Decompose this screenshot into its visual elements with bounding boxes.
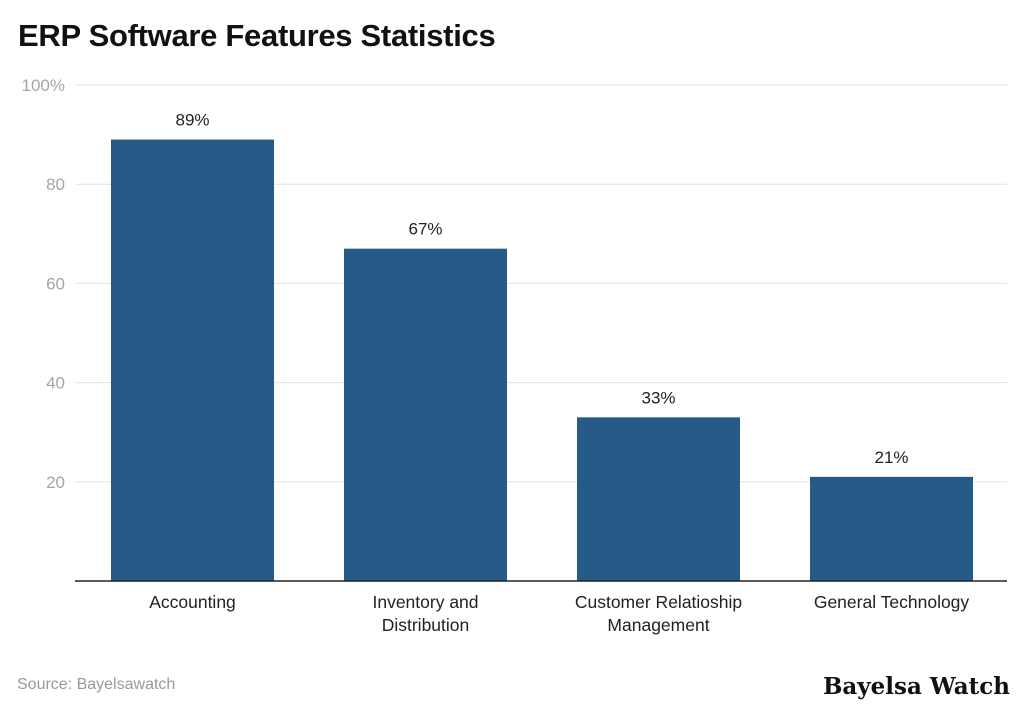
x-tick-label: Customer Relatioship: [575, 592, 742, 612]
y-tick-label: 80: [46, 175, 65, 194]
bar: [111, 139, 274, 581]
source-note: Source: Bayelsawatch: [17, 676, 176, 693]
y-tick-label: 60: [46, 274, 65, 293]
y-tick-label: 20: [46, 473, 65, 492]
y-tick-label: 100%: [22, 76, 65, 95]
x-tick-label: Accounting: [149, 592, 236, 612]
bar: [810, 476, 973, 581]
data-label: 67%: [408, 220, 442, 239]
brand-logo: Bayelsa Watch: [822, 673, 1010, 700]
x-tick-label: Management: [607, 615, 709, 635]
data-label: 33%: [641, 388, 675, 407]
x-tick-label: General Technology: [814, 592, 970, 612]
y-tick-label: 40: [46, 374, 65, 393]
x-tick-label: Distribution: [382, 615, 470, 635]
bar: [577, 417, 740, 581]
x-tick-label: Inventory and: [372, 592, 478, 612]
data-label: 21%: [874, 448, 908, 467]
bar: [344, 248, 507, 581]
data-label: 89%: [175, 111, 209, 130]
chart-title: ERP Software Features Statistics: [18, 18, 496, 53]
